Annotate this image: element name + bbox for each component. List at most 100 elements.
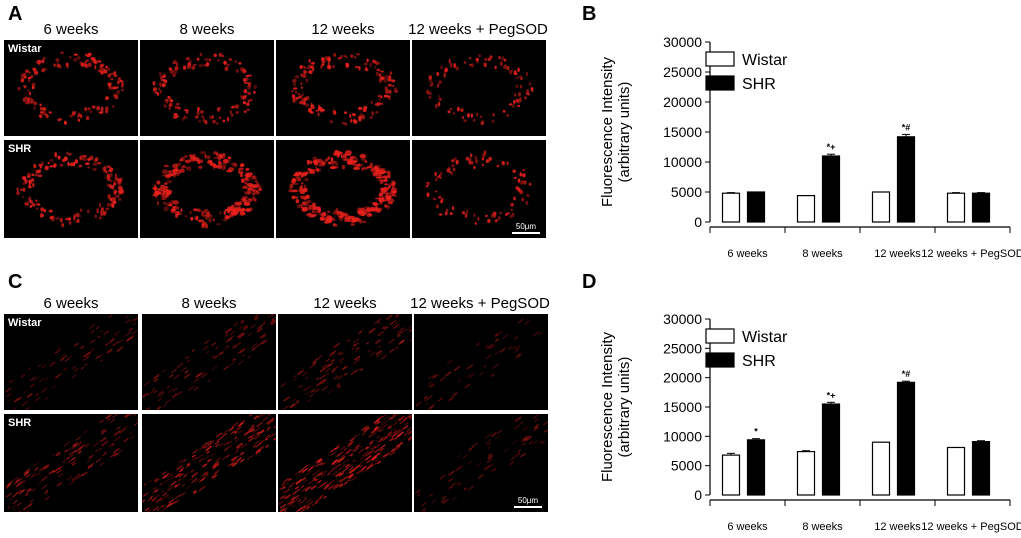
significance-mark: * xyxy=(754,427,758,437)
micrograph-a-wistar-12-weeks xyxy=(276,40,410,136)
significance-mark: *# xyxy=(902,369,911,379)
row-label-shr-c: SHR xyxy=(8,417,32,429)
micrograph-a-wistar-6-weeks: Wistar xyxy=(4,40,138,136)
scale-bar-c-label: 50μm xyxy=(517,496,539,505)
micrograph-c-shr-12-weeks xyxy=(278,414,412,512)
micrograph-c-shr-12-weeks-pegsod: 50μm xyxy=(414,414,548,512)
legend-swatch xyxy=(705,352,735,368)
panel-a-column-12-weeks-pegsod: 12 weeks + PegSOD xyxy=(408,21,548,38)
micrograph-texture xyxy=(288,149,398,227)
micrograph-texture xyxy=(415,318,548,410)
legend-swatch xyxy=(705,75,735,91)
y-tick-label: 25000 xyxy=(663,64,702,80)
micrograph-texture xyxy=(5,414,138,512)
legend-swatch xyxy=(705,328,735,344)
bar-shr xyxy=(746,191,766,223)
bar-wistar xyxy=(796,450,816,496)
y-tick-label: 10000 xyxy=(663,154,702,170)
x-tick-label: 8 weeks xyxy=(802,521,843,533)
y-axis-label: Fluorescence Intensity xyxy=(599,56,616,207)
micrograph-texture xyxy=(142,314,276,410)
micrograph-c-wistar-8-weeks xyxy=(142,314,276,410)
x-tick-label: 6 weeks xyxy=(727,248,768,260)
significance-mark: *# xyxy=(902,122,911,132)
row-label-shr: SHR xyxy=(8,143,32,155)
y-axis-label: Fluorescence Intensity xyxy=(599,331,616,482)
panel-a-column-6-weeks: 6 weeks xyxy=(43,21,99,38)
panel-letter-c: C xyxy=(8,271,23,293)
y-axis-label-units: (arbitrary units) xyxy=(616,357,633,458)
y-tick-label: 5000 xyxy=(671,184,702,200)
micrograph-c-wistar-6-weeks: Wistar xyxy=(4,314,138,410)
micrograph-texture xyxy=(280,314,412,410)
significance-mark: *+ xyxy=(827,390,836,400)
panel-c-column-12-weeks-pegsod: 12 weeks + PegSOD xyxy=(410,295,550,312)
panel-letter-a: A xyxy=(8,3,23,25)
row-label-wistar: Wistar xyxy=(8,43,42,55)
micrograph-c-shr-8-weeks xyxy=(142,414,276,512)
scale-bar-a: 50μm xyxy=(512,222,540,234)
micrograph-a-shr-6-weeks: SHR xyxy=(4,140,138,238)
panel-a-column-12-weeks: 12 weeks xyxy=(311,21,375,38)
micrograph-c-wistar-12-weeks-pegsod xyxy=(414,314,548,410)
micrograph-texture xyxy=(152,150,262,229)
y-tick-label: 15000 xyxy=(663,399,702,415)
bar-wistar xyxy=(796,195,816,223)
bar-wistar xyxy=(871,441,891,496)
panel-c-column-6-weeks: 6 weeks xyxy=(43,295,99,312)
y-tick-label: 0 xyxy=(694,487,702,503)
panel-letter-d: D xyxy=(582,271,597,293)
panel-letter-b: B xyxy=(582,3,597,25)
y-tick-label: 30000 xyxy=(663,34,702,50)
scale-bar-a-line xyxy=(512,232,540,234)
y-tick-label: 0 xyxy=(694,214,702,230)
micrograph-texture xyxy=(425,150,532,225)
panel-a-column-8-weeks: 8 weeks xyxy=(179,21,235,38)
micrograph-texture xyxy=(16,151,125,228)
x-tick-label: 12 weeks xyxy=(874,248,921,260)
legend-label: SHR xyxy=(742,76,776,93)
bar-shr xyxy=(896,381,916,496)
micrograph-texture xyxy=(152,52,257,125)
bar-shr xyxy=(971,441,991,496)
panel-c-column-12-weeks: 12 weeks xyxy=(313,295,377,312)
legend-label: SHR xyxy=(742,353,776,370)
y-axis-label-units: (arbitrary units) xyxy=(616,82,633,183)
scale-bar-a-label: 50μm xyxy=(515,222,537,231)
micrograph-texture xyxy=(414,414,548,512)
row-label-wistar-c: Wistar xyxy=(8,317,42,329)
micrograph-a-wistar-12-weeks-pegsod xyxy=(412,40,546,136)
micrograph-texture xyxy=(426,54,534,126)
bar-wistar xyxy=(721,454,741,496)
y-tick-label: 20000 xyxy=(663,370,702,386)
micrograph-a-shr-12-weeks xyxy=(276,140,410,238)
micrograph-c-shr-6-weeks: SHR xyxy=(4,414,138,512)
scale-bar-c: 50μm xyxy=(514,496,542,508)
micrograph-texture xyxy=(278,414,412,512)
y-tick-label: 5000 xyxy=(671,458,702,474)
bar-wistar xyxy=(871,191,891,223)
y-tick-label: 20000 xyxy=(663,94,702,110)
legend-label: Wistar xyxy=(742,52,788,69)
x-tick-label: 8 weeks xyxy=(802,248,843,260)
bar-chart-b: 0 5000 10000 15000 20000 25000 30000 Fluorescen… xyxy=(599,34,1021,260)
micrograph-a-shr-12-weeks-pegsod: 50μm xyxy=(412,140,546,238)
micrograph-a-wistar-8-weeks xyxy=(140,40,274,136)
y-tick-label: 25000 xyxy=(663,340,702,356)
significance-mark: *+ xyxy=(827,142,836,152)
y-tick-label: 15000 xyxy=(663,124,702,140)
x-tick-label: 12 weeks + PegSOD xyxy=(921,248,1021,260)
bar-shr xyxy=(821,403,841,496)
x-tick-label: 12 weeks + PegSOD xyxy=(921,521,1021,533)
panel-c-column-8-weeks: 8 weeks xyxy=(181,295,237,312)
y-tick-label: 30000 xyxy=(663,311,702,327)
bar-shr xyxy=(746,439,766,496)
legend-swatch xyxy=(705,51,735,67)
bar-wistar xyxy=(946,446,966,496)
x-tick-label: 6 weeks xyxy=(727,521,768,533)
micrograph-texture xyxy=(291,53,399,126)
x-tick-label: 12 weeks xyxy=(874,521,921,533)
scale-bar-c-line xyxy=(514,506,542,508)
micrograph-texture xyxy=(142,414,276,512)
